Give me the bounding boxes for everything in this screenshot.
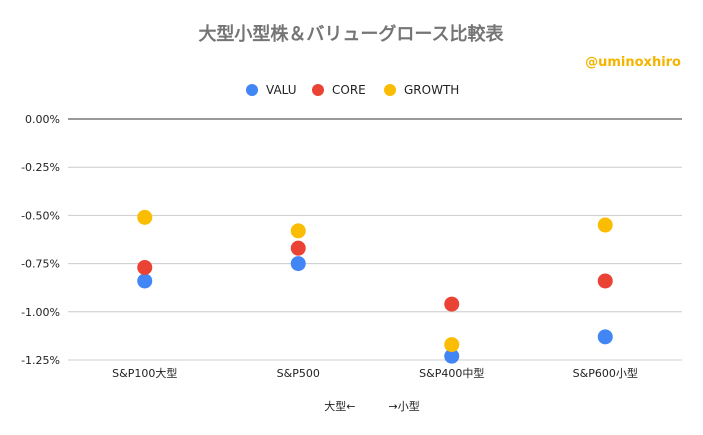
y-tick-label: 0.00%	[25, 113, 60, 126]
y-tick-label: -0.50%	[21, 209, 60, 222]
legend-label-valu: VALU	[266, 83, 297, 97]
watermark-text: @uminoxhiro	[585, 55, 681, 70]
x-axis-label: 大型← →小型	[324, 399, 419, 413]
data-points	[137, 209, 613, 364]
y-tick-label: -0.75%	[21, 258, 60, 271]
legend-marker-core	[312, 84, 324, 96]
point-core	[597, 273, 613, 289]
point-growth	[290, 223, 306, 239]
point-growth	[444, 337, 460, 353]
y-axis-ticks: 0.00% -0.25% -0.50% -0.75% -1.00% -1.25%	[21, 113, 60, 367]
x-tick-label: S&P100大型	[112, 366, 177, 380]
grid-lines	[68, 118, 682, 361]
point-core	[137, 259, 153, 275]
legend-marker-valu	[246, 84, 258, 96]
x-axis-ticks: S&P100大型 S&P500 S&P400中型 S&P600小型	[112, 366, 638, 380]
point-valu	[444, 348, 460, 364]
legend-label-core: CORE	[332, 83, 366, 97]
legend-label-growth: GROWTH	[404, 83, 459, 97]
point-valu	[597, 329, 613, 345]
y-tick-label: -1.00%	[21, 306, 60, 319]
chart-title: 大型小型株＆バリューグロース比較表	[198, 23, 504, 45]
point-valu	[290, 256, 306, 272]
legend: VALU CORE GROWTH	[246, 83, 459, 97]
x-tick-label: S&P600小型	[573, 366, 638, 380]
point-valu	[137, 273, 153, 289]
x-tick-label: S&P400中型	[419, 366, 484, 380]
point-growth	[597, 217, 613, 233]
y-tick-label: -0.25%	[21, 161, 60, 174]
legend-marker-growth	[384, 84, 396, 96]
y-tick-label: -1.25%	[21, 354, 60, 367]
point-growth	[137, 209, 153, 225]
x-tick-label: S&P500	[277, 367, 320, 380]
point-core	[290, 240, 306, 256]
point-core	[444, 296, 460, 312]
